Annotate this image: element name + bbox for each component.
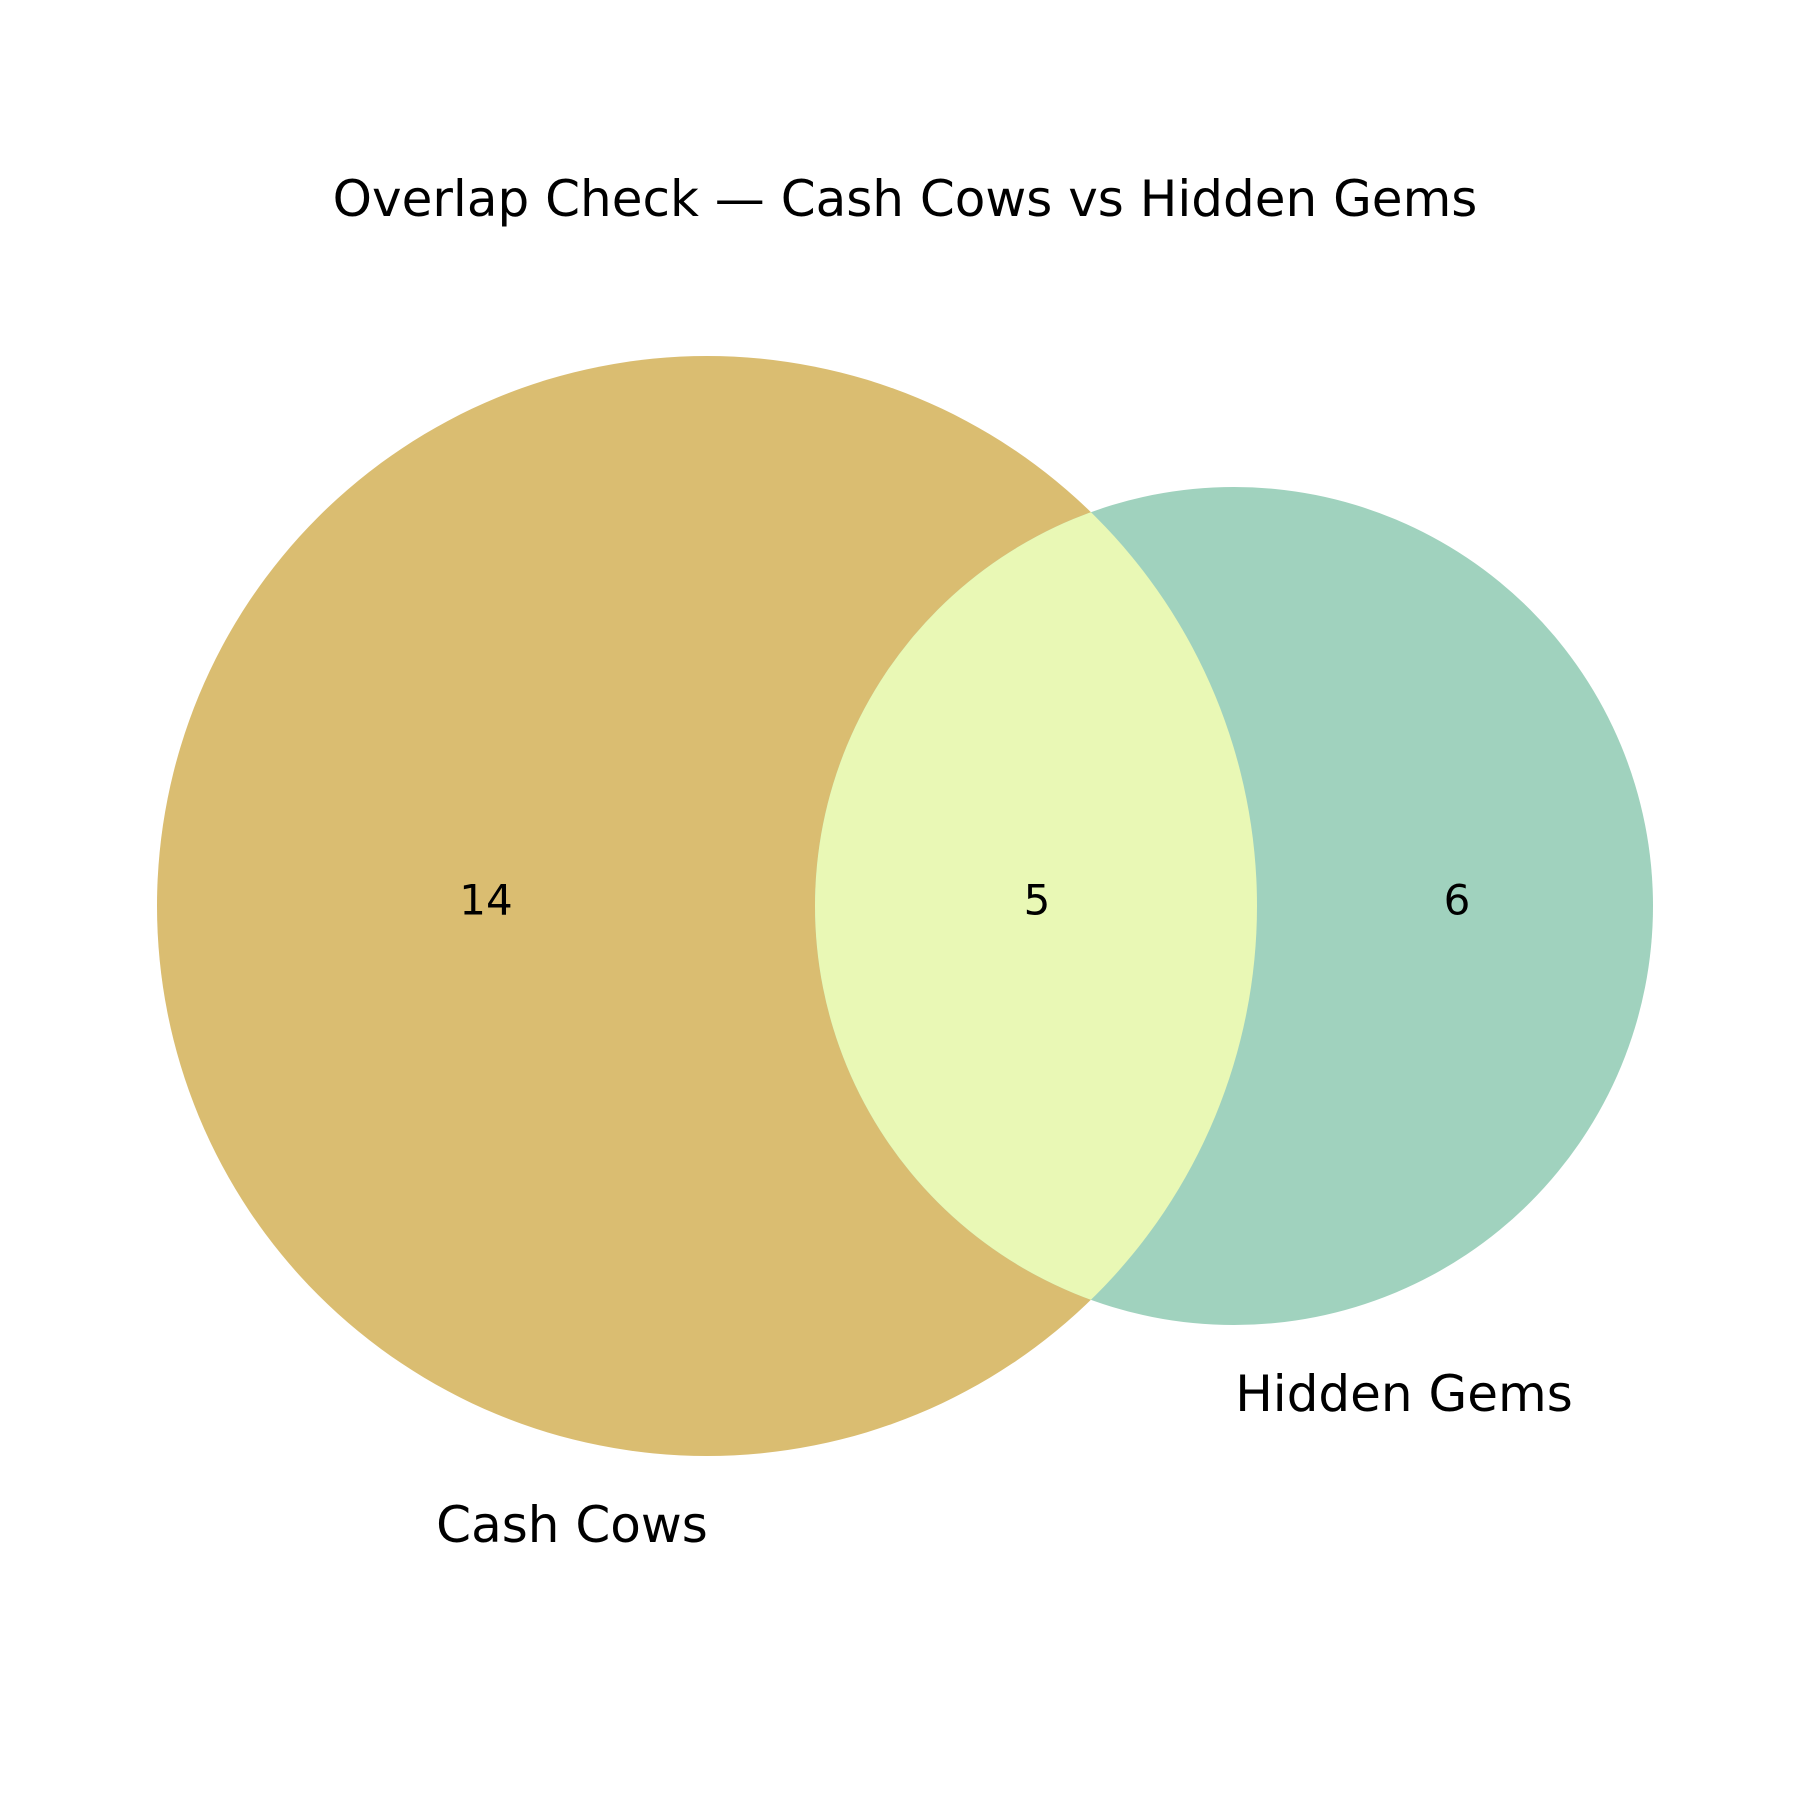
hidden-gems-label: Hidden Gems	[1235, 1365, 1573, 1423]
overlap-count: 5	[1024, 876, 1051, 925]
cash-cows-only-count: 14	[459, 876, 512, 925]
overlap-region	[815, 487, 1257, 1325]
hidden-gems-only-count: 6	[1444, 876, 1471, 925]
cash-cows-label: Cash Cows	[436, 1496, 708, 1554]
diagram-title: Overlap Check — Cash Cows vs Hidden Gems	[333, 170, 1478, 228]
